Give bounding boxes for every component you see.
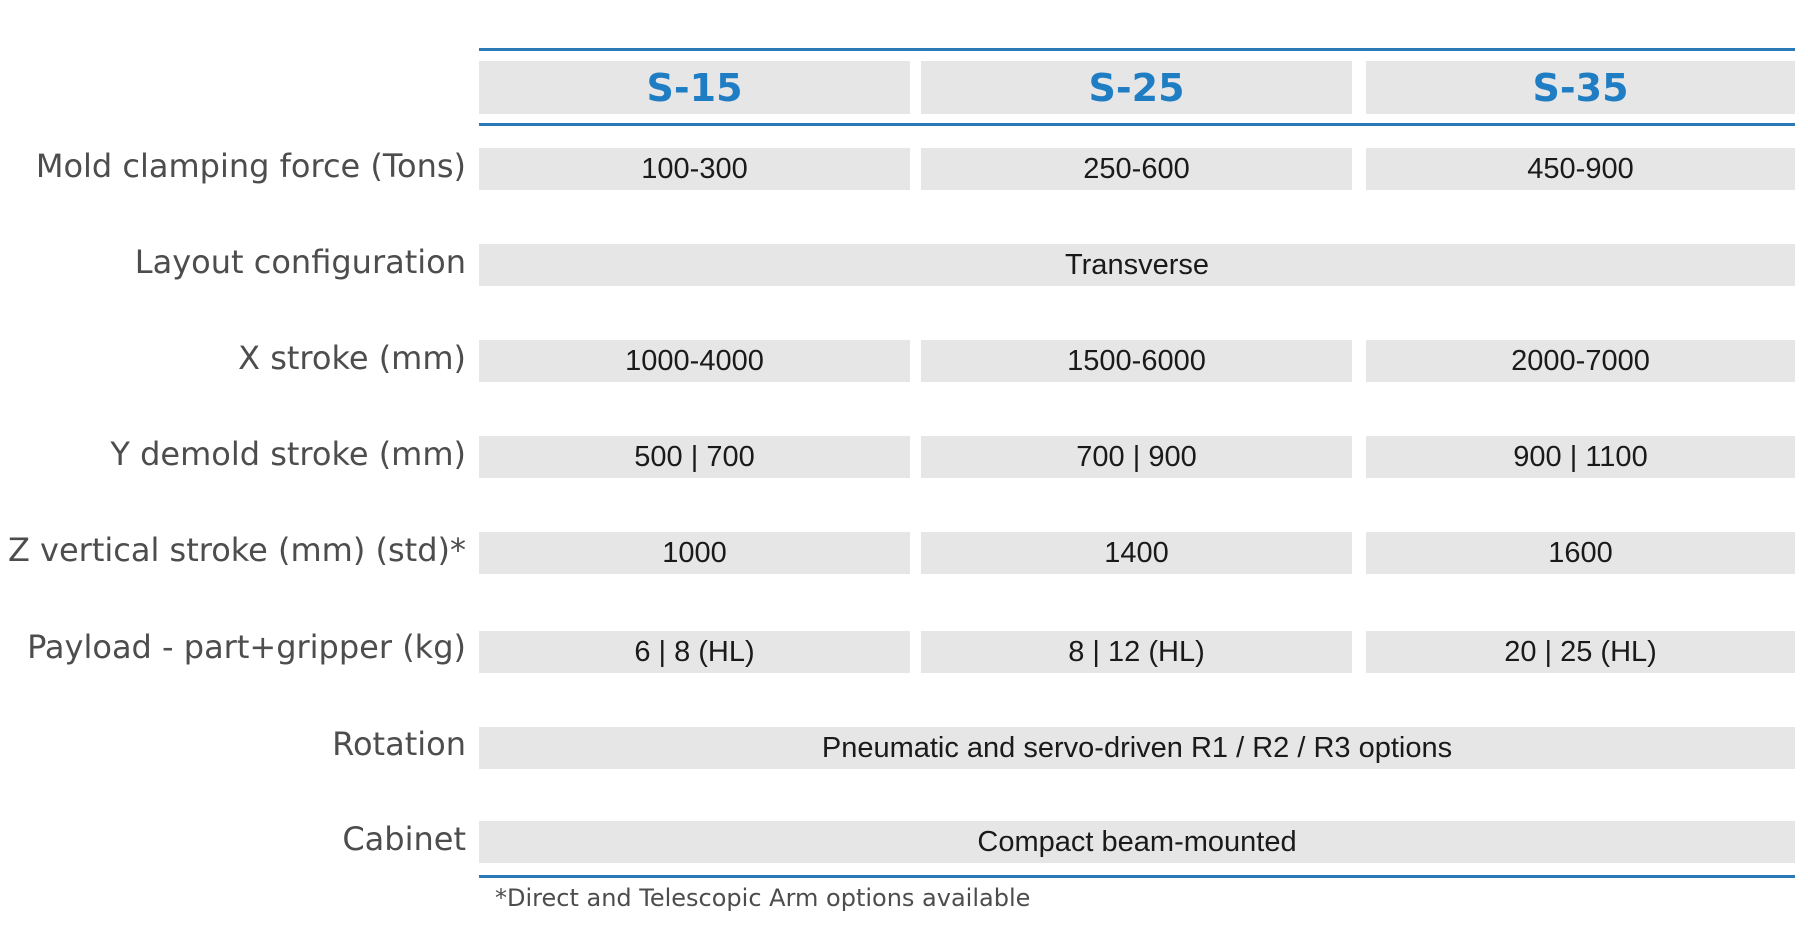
table-cell: 1600 bbox=[1366, 532, 1795, 574]
row-label-clamping-force: Mold clamping force (Tons) bbox=[35, 147, 466, 185]
table-cell-span: Transverse bbox=[479, 244, 1795, 286]
table-top-rule bbox=[479, 48, 1795, 51]
table-cell: 6 | 8 (HL) bbox=[479, 631, 910, 673]
table-cell: 2000-7000 bbox=[1366, 340, 1795, 382]
table-cell: 900 | 1100 bbox=[1366, 436, 1795, 478]
row-label-rotation: Rotation bbox=[332, 725, 466, 763]
table-cell: 20 | 25 (HL) bbox=[1366, 631, 1795, 673]
table-cell: 250-600 bbox=[921, 148, 1352, 190]
model-header-s25: S-25 bbox=[921, 61, 1352, 114]
row-label-cabinet: Cabinet bbox=[342, 820, 466, 858]
table-cell-span: Pneumatic and servo-driven R1 / R2 / R3 … bbox=[479, 727, 1795, 769]
table-cell: 1000 bbox=[479, 532, 910, 574]
table-cell: 500 | 700 bbox=[479, 436, 910, 478]
row-label-payload: Payload - part+gripper (kg) bbox=[27, 628, 466, 666]
table-cell: 8 | 12 (HL) bbox=[921, 631, 1352, 673]
footnote: *Direct and Telescopic Arm options avail… bbox=[495, 884, 1031, 912]
row-label-z-vertical-stroke: Z vertical stroke (mm) (std)* bbox=[7, 531, 466, 569]
table-bottom-rule bbox=[479, 875, 1795, 878]
model-header-s15: S-15 bbox=[479, 61, 910, 114]
row-label-x-stroke: X stroke (mm) bbox=[238, 339, 466, 377]
row-label-y-demold-stroke: Y demold stroke (mm) bbox=[110, 435, 466, 473]
table-cell-span: Compact beam-mounted bbox=[479, 821, 1795, 863]
model-header-s35: S-35 bbox=[1366, 61, 1795, 114]
table-cell: 1400 bbox=[921, 532, 1352, 574]
table-cell: 1000-4000 bbox=[479, 340, 910, 382]
table-cell: 700 | 900 bbox=[921, 436, 1352, 478]
table-cell: 450-900 bbox=[1366, 148, 1795, 190]
table-cell: 1500-6000 bbox=[921, 340, 1352, 382]
table-cell: 100-300 bbox=[479, 148, 910, 190]
header-bottom-rule bbox=[479, 123, 1795, 126]
row-label-layout-configuration: Layout configuration bbox=[134, 243, 466, 281]
